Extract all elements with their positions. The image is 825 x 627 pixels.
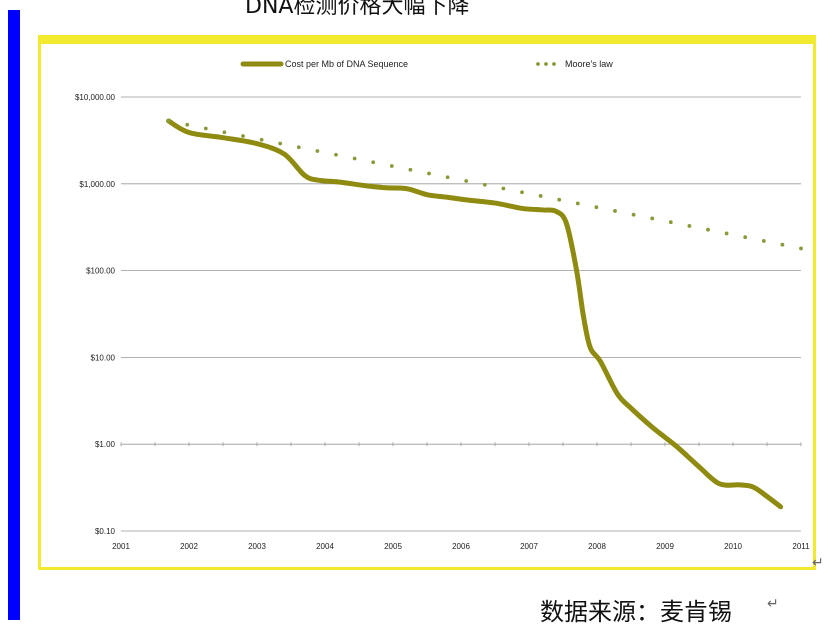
moores-law-point (352, 156, 357, 161)
grid-layer (120, 96, 802, 532)
y-tick-label: $1.00 (95, 440, 116, 449)
x-tick-label: 2007 (520, 542, 538, 551)
moores-law-point (780, 242, 785, 247)
y-tick-label: $0.10 (95, 527, 116, 536)
x-tick-label: 2009 (656, 542, 674, 551)
moores-law-point (185, 122, 190, 127)
moores-law-point (222, 130, 227, 135)
moores-law-point (334, 152, 338, 157)
moores-law-point (315, 149, 320, 153)
moores-law-point (371, 160, 376, 165)
legend-swatch-moore-dot (544, 62, 548, 66)
legend: Cost per Mb of DNA Sequence Moore's law (240, 59, 613, 69)
moores-law-point (501, 186, 506, 191)
cost-per-mb-line (166, 118, 784, 510)
legend-swatch-moore-dot (536, 62, 540, 66)
moores-law-point (296, 145, 301, 150)
legend-label-cost: Cost per Mb of DNA Sequence (285, 59, 408, 69)
chart-frame: $10,000.00 $1,000.00 $100.00 $10.00 $1.00 $0.… (38, 35, 816, 570)
moores-law-point (166, 119, 171, 123)
moores-law-point (482, 182, 487, 187)
dna-cost-chart: $10,000.00 $1,000.00 $100.00 $10.00 $1.00 $0.… (75, 59, 810, 551)
moores-law-point (427, 171, 431, 176)
moores-law-point (687, 224, 692, 228)
legend-swatch-moore-dot (552, 62, 556, 66)
left-border-bar (8, 10, 20, 620)
moores-law-point (575, 201, 580, 206)
x-tick-label: 2008 (588, 542, 606, 551)
moores-law-point (724, 231, 729, 236)
moores-law-point (203, 126, 208, 131)
x-tick-label: 2011 (792, 542, 810, 551)
y-tick-label: $10.00 (91, 353, 116, 362)
x-tick-label: 2004 (316, 542, 334, 551)
x-tick-label: 2006 (452, 542, 470, 551)
x-tick-label: 2001 (112, 542, 130, 551)
moores-law-point (408, 167, 413, 172)
page-heading: DNA检测价格大幅下降 (245, 0, 470, 19)
moores-law-point (259, 137, 264, 142)
y-tick-label: $1,000.00 (79, 180, 115, 189)
y-tick-label: $100.00 (86, 267, 115, 276)
moores-law-point (520, 190, 524, 195)
moores-law-point (631, 212, 636, 217)
moores-law-point (278, 141, 283, 146)
moores-law-point (761, 239, 766, 243)
paragraph-mark: ↵ (767, 596, 779, 612)
y-tick-label: $10,000.00 (75, 93, 116, 102)
moores-law-point (464, 179, 469, 183)
moores-law-point (650, 216, 655, 221)
x-tick-label: 2003 (248, 542, 266, 551)
moores-law-point (557, 197, 562, 202)
moores-law-point (241, 134, 245, 138)
series-layer (166, 118, 803, 510)
moores-law-point (743, 235, 748, 240)
axis-layer: $10,000.00 $1,000.00 $100.00 $10.00 $1.00 $0.… (75, 93, 810, 551)
moores-law-point (538, 194, 543, 198)
moores-law-point (799, 246, 803, 251)
x-tick-label: 2002 (180, 542, 198, 551)
moores-law-point (668, 220, 673, 225)
legend-label-moore: Moore's law (565, 59, 613, 69)
source-caption: 数据来源：麦肯锡 (540, 598, 732, 626)
moores-law-point (706, 227, 710, 232)
moores-law-point (445, 175, 450, 180)
x-tick-label: 2010 (724, 542, 742, 551)
moores-law-point (389, 164, 394, 168)
x-tick-label: 2005 (384, 542, 402, 551)
moores-law-point (613, 209, 617, 213)
paragraph-mark: ↵ (812, 555, 824, 571)
moores-law-point (594, 205, 599, 210)
